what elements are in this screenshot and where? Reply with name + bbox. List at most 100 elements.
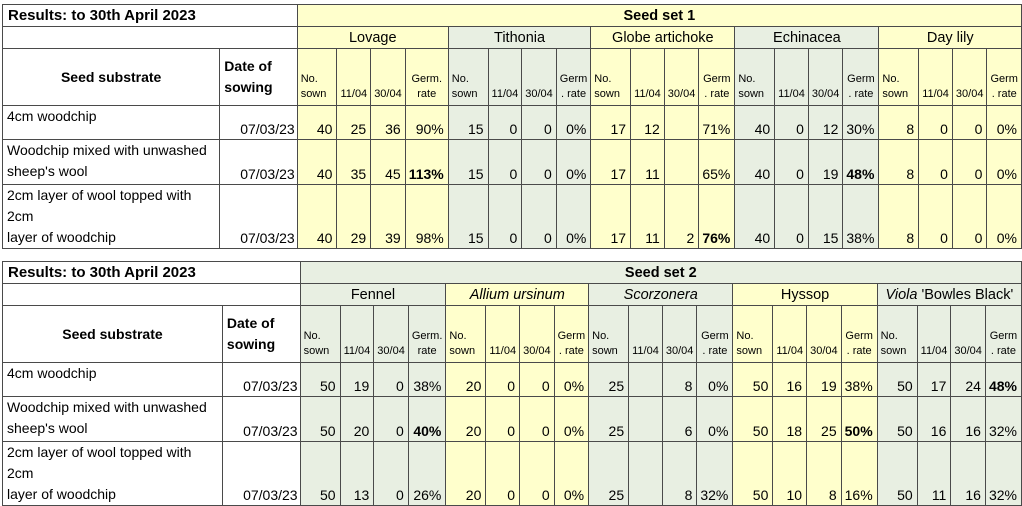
value-cell[interactable]: 48% [842,139,880,185]
value-cell[interactable]: 0% [986,105,1022,140]
value-cell[interactable]: 20 [445,441,487,506]
value-cell[interactable]: 17 [590,184,632,249]
value-cell[interactable]: 50 [299,396,341,442]
value-cell[interactable]: 0 [519,396,555,442]
date1-header[interactable]: 11/04 [772,305,808,363]
value-cell[interactable]: 30% [842,105,880,140]
value-cell[interactable]: 50 [732,362,774,397]
value-cell[interactable]: 0 [521,139,557,185]
date-cell[interactable]: 07/03/23 [221,362,301,397]
results-title-cell[interactable]: Results: to 30th April 2023 [2,261,301,284]
value-cell[interactable]: 0% [696,362,734,397]
germ-rate-header[interactable]: Germ. rate [696,305,734,363]
value-cell[interactable] [628,396,663,442]
substrate-cell[interactable]: 4cm woodchip [2,362,223,397]
date2-header[interactable]: 30/04 [373,305,409,363]
date-column-header[interactable]: Date of sowing [221,305,301,363]
value-cell[interactable]: 0 [485,362,521,397]
date2-header[interactable]: 30/04 [661,305,698,363]
value-cell[interactable]: 16% [840,441,878,506]
date2-header[interactable]: 30/04 [521,48,557,106]
seed-group-header[interactable]: Fennel [299,283,447,306]
value-cell[interactable]: 40 [734,105,776,140]
date-cell[interactable]: 07/03/23 [219,139,298,185]
value-cell[interactable]: 0 [918,184,953,249]
germ-rate-header[interactable]: Germ. rate [984,305,1022,363]
value-cell[interactable]: 25 [336,105,372,140]
value-cell[interactable]: 25 [588,362,630,397]
value-cell[interactable]: 0 [774,139,809,185]
value-cell[interactable]: 12 [807,105,844,140]
value-cell[interactable]: 98% [404,184,449,249]
substrate-cell[interactable]: 4cm woodchip [1,105,221,140]
date-cell[interactable]: 07/03/23 [221,396,301,442]
value-cell[interactable]: 2 [663,184,700,249]
value-cell[interactable]: 113% [404,139,449,185]
no-sown-header[interactable]: No. sown [876,305,918,363]
germ-rate-header[interactable]: Germ. rate [986,48,1022,106]
value-cell[interactable]: 76% [698,184,736,249]
no-sown-header[interactable]: No. sown [299,305,341,363]
value-cell[interactable]: 16 [950,441,986,506]
value-cell[interactable]: 0% [986,139,1022,185]
value-cell[interactable]: 19 [806,362,842,397]
value-cell[interactable] [628,362,663,397]
date1-header[interactable]: 11/04 [336,48,372,106]
germ-rate-header[interactable]: Germ. rate [555,48,592,106]
date1-header[interactable]: 11/04 [628,305,663,363]
value-cell[interactable]: 8 [878,184,920,249]
value-cell[interactable]: 17 [590,139,632,185]
value-cell[interactable]: 0 [373,362,409,397]
value-cell[interactable]: 25 [806,396,842,442]
germ-rate-header[interactable]: Germ. rate [553,305,590,363]
date-cell[interactable]: 07/03/23 [221,441,301,506]
seed-group-header[interactable]: Echinacea [734,26,880,49]
date2-header[interactable]: 30/04 [950,305,986,363]
value-cell[interactable]: 50 [299,362,341,397]
value-cell[interactable]: 0 [951,139,988,185]
blank-cell[interactable] [2,283,301,306]
value-cell[interactable]: 0 [487,139,523,185]
no-sown-header[interactable]: No. sown [296,48,338,106]
seed-group-header[interactable]: Hyssop [732,283,878,306]
value-cell[interactable]: 71% [698,105,736,140]
value-cell[interactable]: 0% [555,184,592,249]
substrate-cell[interactable]: Woodchip mixed with unwashed sheep's wool [2,396,223,442]
date1-header[interactable]: 11/04 [485,305,521,363]
date2-header[interactable]: 30/04 [951,48,988,106]
substrate-cell[interactable]: Woodchip mixed with unwashed sheep's wool [1,139,221,185]
value-cell[interactable]: 40 [734,139,776,185]
value-cell[interactable]: 48% [984,362,1022,397]
value-cell[interactable]: 90% [404,105,449,140]
date1-header[interactable]: 11/04 [916,305,952,363]
date1-header[interactable]: 11/04 [630,48,665,106]
germ-rate-header[interactable]: Germ. rate [404,48,449,106]
germ-rate-header[interactable]: Germ. rate [840,305,878,363]
value-cell[interactable]: 38% [840,362,878,397]
germ-rate-header[interactable]: Germ. rate [407,305,447,363]
value-cell[interactable]: 16 [950,396,986,442]
no-sown-header[interactable]: No. sown [878,48,920,106]
value-cell[interactable]: 0% [555,139,592,185]
value-cell[interactable]: 40 [296,139,338,185]
value-cell[interactable]: 0% [986,184,1022,249]
value-cell[interactable]: 38% [407,362,447,397]
value-cell[interactable]: 17 [590,105,632,140]
date1-header[interactable]: 11/04 [918,48,953,106]
value-cell[interactable]: 0 [774,105,809,140]
value-cell[interactable]: 50 [299,441,341,506]
value-cell[interactable] [663,139,700,185]
date-column-header[interactable]: Date of sowing [219,48,298,106]
seed-group-header[interactable]: Lovage [296,26,449,49]
seed-set-banner[interactable]: Seed set 1 [296,4,1022,27]
date2-header[interactable]: 30/04 [519,305,555,363]
date1-header[interactable]: 11/04 [339,305,375,363]
date2-header[interactable]: 30/04 [807,48,844,106]
substrate-column-header[interactable]: Seed substrate [1,48,221,106]
value-cell[interactable]: 15 [447,139,489,185]
value-cell[interactable]: 24 [950,362,986,397]
value-cell[interactable]: 0 [951,184,988,249]
value-cell[interactable]: 50 [732,441,774,506]
value-cell[interactable]: 10 [772,441,808,506]
value-cell[interactable]: 0 [521,105,557,140]
